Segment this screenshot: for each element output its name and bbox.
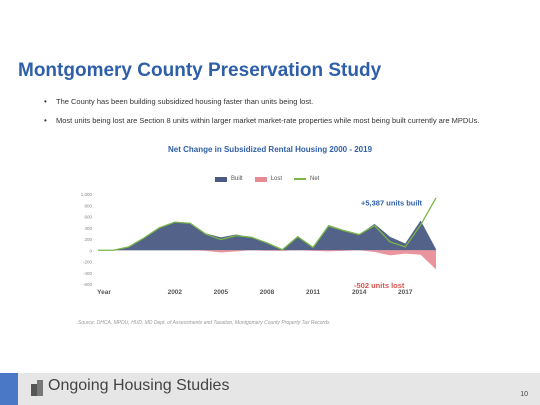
y-tick-label: -400 [83, 271, 93, 276]
bullet-item: Most units being lost are Section 8 unit… [44, 115, 484, 126]
chart-title: Net Change in Subsidized Rental Housing … [167, 145, 373, 154]
series-net-line [98, 197, 437, 251]
series-lost-area [98, 250, 436, 270]
x-tick-label: Year [97, 289, 111, 296]
footer-accent [0, 373, 18, 405]
x-tick-label: 2011 [306, 289, 320, 296]
x-tick-label: 2005 [214, 289, 229, 296]
building-icon [31, 380, 43, 396]
legend-built-swatch [215, 176, 227, 182]
y-tick-label: 1,000 [81, 192, 93, 197]
series-built-area [98, 220, 436, 251]
y-tick-label: 400 [84, 226, 92, 231]
y-tick-label: -200 [83, 260, 93, 265]
slide-title: Montgomery County Preservation Study [18, 60, 382, 81]
x-tick-label: 2014 [352, 289, 367, 296]
y-tick-label: 800 [84, 203, 92, 208]
legend-net: Net [294, 176, 319, 182]
y-tick-label: 200 [84, 237, 92, 242]
legend-lost: Lost [254, 176, 283, 182]
legend-net-label: Net [310, 176, 320, 182]
footer-section-title: Ongoing Housing Studies [48, 377, 230, 394]
footer-bar [0, 373, 540, 405]
legend-built: Built [215, 176, 243, 182]
bullet-item: The County has been building subsidized … [44, 96, 484, 107]
x-tick-label: 2017 [398, 289, 413, 296]
annotation-built: +5,387 units built [361, 198, 423, 207]
y-tick-label: 600 [84, 215, 92, 220]
legend-built-label: Built [231, 176, 243, 182]
x-tick-label: 2002 [168, 289, 183, 296]
net-change-chart: 1,000 800 600 400 200 0 -200 -400 -600 Year 2002 20… [81, 192, 437, 296]
x-tick-label: 2008 [260, 289, 275, 296]
y-tick-label: -600 [83, 282, 93, 287]
bullet-list: The County has been building subsidized … [44, 96, 484, 134]
legend-net-swatch [294, 178, 307, 180]
legend-lost-swatch [254, 176, 267, 182]
annotation-lost: -502 units lost [354, 281, 405, 290]
y-tick-label: 0 [89, 248, 92, 253]
legend-lost-label: Lost [270, 176, 283, 182]
chart-legend: Built Lost Net [215, 176, 319, 182]
page-number: 10 [520, 391, 528, 398]
source-note: Source: DHCA, MPDU, HUD, MD Dept. of Ass… [78, 320, 330, 326]
